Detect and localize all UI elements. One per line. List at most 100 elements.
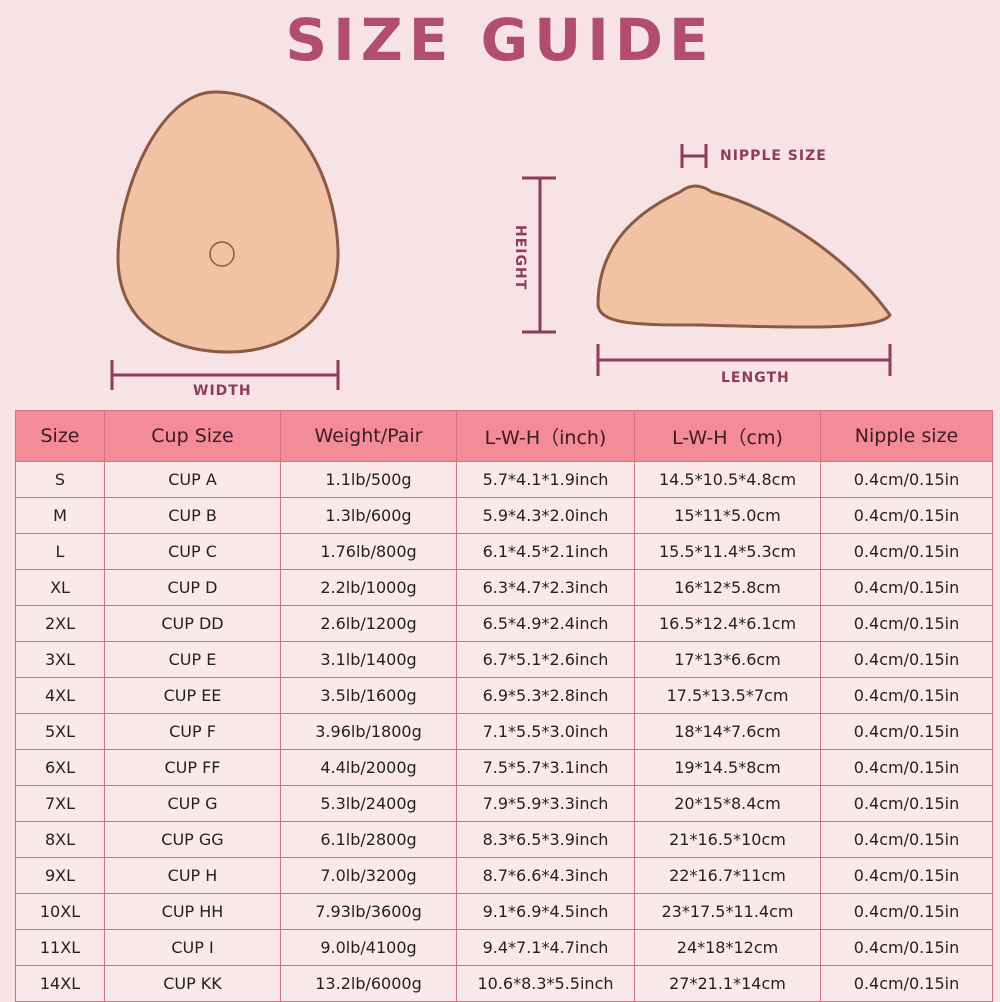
cell-cup-size: CUP DD (104, 605, 281, 642)
cell-size: XL (15, 569, 105, 606)
cell-lwh-inch: 5.7*4.1*1.9inch (456, 461, 635, 498)
size-table: Size Cup Size Weight/Pair L-W-H（inch) L-W-H（… (15, 410, 993, 1002)
cell-weight-pair: 1.3lb/600g (280, 497, 457, 534)
cell-cup-size: CUP H (104, 857, 281, 894)
cell-weight-pair: 2.6lb/1200g (280, 605, 457, 642)
cell-nipple-size: 0.4cm/0.15in (820, 605, 993, 642)
cell-weight-pair: 7.93lb/3600g (280, 893, 457, 930)
cell-size: S (15, 461, 105, 498)
cell-weight-pair: 7.0lb/3200g (280, 857, 457, 894)
table-row: 2XL CUP DD 2.6lb/1200g 6.5*4.9*2.4inch 16.5*… (15, 605, 993, 642)
cell-cup-size: CUP E (104, 641, 281, 678)
table-row: 6XL CUP FF 4.4lb/2000g 7.5*5.7*3.1inch 19*14… (15, 749, 993, 786)
cell-lwh-inch: 8.7*6.6*4.3inch (456, 857, 635, 894)
nipple-dimension (680, 144, 708, 168)
cell-nipple-size: 0.4cm/0.15in (820, 713, 993, 750)
cell-nipple-size: 0.4cm/0.15in (820, 893, 993, 930)
cell-weight-pair: 9.0lb/4100g (280, 929, 457, 966)
cell-lwh-inch: 6.5*4.9*2.4inch (456, 605, 635, 642)
cell-size: 6XL (15, 749, 105, 786)
width-label: WIDTH (193, 383, 252, 399)
cell-cup-size: CUP EE (104, 677, 281, 714)
cell-cup-size: CUP F (104, 713, 281, 750)
table-row: L CUP C 1.76lb/800g 6.1*4.5*2.1inch 15.5*11.… (15, 533, 993, 570)
cell-lwh-cm: 15.5*11.4*5.3cm (634, 533, 821, 570)
cell-size: 2XL (15, 605, 105, 642)
cell-weight-pair: 2.2lb/1000g (280, 569, 457, 606)
cell-nipple-size: 0.4cm/0.15in (820, 749, 993, 786)
diagram-svg (110, 90, 892, 390)
front-view-shape (116, 90, 340, 354)
cell-size: 7XL (15, 785, 105, 822)
page-title: SIZE GUIDE (285, 6, 715, 74)
table-row: 7XL CUP G 5.3lb/2400g 7.9*5.9*3.3inch 20*15*… (15, 785, 993, 822)
table-row: 5XL CUP F 3.96lb/1800g 7.1*5.5*3.0inch 18*14… (15, 713, 993, 750)
cell-nipple-size: 0.4cm/0.15in (820, 785, 993, 822)
cell-cup-size: CUP I (104, 929, 281, 966)
header-nipple-size: Nipple size (820, 410, 993, 462)
cell-weight-pair: 1.1lb/500g (280, 461, 457, 498)
cell-lwh-cm: 14.5*10.5*4.8cm (634, 461, 821, 498)
cell-weight-pair: 1.76lb/800g (280, 533, 457, 570)
cell-nipple-size: 0.4cm/0.15in (820, 461, 993, 498)
table-row: 11XL CUP I 9.0lb/4100g 9.4*7.1*4.7inch 24*18… (15, 929, 993, 966)
cell-nipple-size: 0.4cm/0.15in (820, 533, 993, 570)
cell-nipple-size: 0.4cm/0.15in (820, 497, 993, 534)
cell-lwh-cm: 18*14*7.6cm (634, 713, 821, 750)
nipple-circle (209, 241, 235, 267)
cell-cup-size: CUP A (104, 461, 281, 498)
cell-lwh-inch: 8.3*6.5*3.9inch (456, 821, 635, 858)
cell-nipple-size: 0.4cm/0.15in (820, 569, 993, 606)
header-cup-size: Cup Size (104, 410, 281, 462)
table-row: 4XL CUP EE 3.5lb/1600g 6.9*5.3*2.8inch 17.5*… (15, 677, 993, 714)
cell-lwh-inch: 6.1*4.5*2.1inch (456, 533, 635, 570)
header-lwh-inch: L-W-H（inch) (456, 410, 635, 462)
table-header: Size Cup Size Weight/Pair L-W-H（inch) L-W-H（… (15, 410, 993, 462)
cell-nipple-size: 0.4cm/0.15in (820, 965, 993, 1002)
cell-cup-size: CUP KK (104, 965, 281, 1002)
table-row: M CUP B 1.3lb/600g 5.9*4.3*2.0inch 15*11*5.0… (15, 497, 993, 534)
cell-lwh-cm: 20*15*8.4cm (634, 785, 821, 822)
cell-lwh-cm: 15*11*5.0cm (634, 497, 821, 534)
size-diagram: WIDTH LENGTH NIPPLE SIZE HEIGHT (0, 80, 1000, 410)
header-lwh-cm: L-W-H（cm) (634, 410, 821, 462)
cell-weight-pair: 3.96lb/1800g (280, 713, 457, 750)
cell-weight-pair: 4.4lb/2000g (280, 749, 457, 786)
cell-size: M (15, 497, 105, 534)
cell-weight-pair: 6.1lb/2800g (280, 821, 457, 858)
cell-lwh-cm: 16.5*12.4*6.1cm (634, 605, 821, 642)
cell-cup-size: CUP G (104, 785, 281, 822)
cell-lwh-cm: 16*12*5.8cm (634, 569, 821, 606)
table-row: 8XL CUP GG 6.1lb/2800g 8.3*6.5*3.9inch 21*16… (15, 821, 993, 858)
side-view-shape (596, 184, 892, 329)
cell-nipple-size: 0.4cm/0.15in (820, 641, 993, 678)
cell-lwh-inch: 9.4*7.1*4.7inch (456, 929, 635, 966)
cell-weight-pair: 5.3lb/2400g (280, 785, 457, 822)
cell-lwh-cm: 23*17.5*11.4cm (634, 893, 821, 930)
header-weight-pair: Weight/Pair (280, 410, 457, 462)
cell-cup-size: CUP HH (104, 893, 281, 930)
table-row: 9XL CUP H 7.0lb/3200g 8.7*6.6*4.3inch 22*16.… (15, 857, 993, 894)
header-row: Size Cup Size Weight/Pair L-W-H（inch) L-W-H（… (15, 410, 993, 462)
cell-cup-size: CUP B (104, 497, 281, 534)
cell-size: 4XL (15, 677, 105, 714)
cell-size: 9XL (15, 857, 105, 894)
cell-cup-size: CUP FF (104, 749, 281, 786)
cell-lwh-inch: 10.6*8.3*5.5inch (456, 965, 635, 1002)
width-dimension (110, 360, 340, 390)
cell-lwh-inch: 6.7*5.1*2.6inch (456, 641, 635, 678)
header-size: Size (15, 410, 105, 462)
cell-size: L (15, 533, 105, 570)
cell-weight-pair: 3.5lb/1600g (280, 677, 457, 714)
table-row: S CUP A 1.1lb/500g 5.7*4.1*1.9inch 14.5*10.5… (15, 461, 993, 498)
cell-lwh-cm: 17*13*6.6cm (634, 641, 821, 678)
length-dimension (596, 344, 892, 376)
table-row: XL CUP D 2.2lb/1000g 6.3*4.7*2.3inch 16*12*5… (15, 569, 993, 606)
cell-lwh-inch: 6.9*5.3*2.8inch (456, 677, 635, 714)
cell-weight-pair: 3.1lb/1400g (280, 641, 457, 678)
cell-lwh-cm: 27*21.1*14cm (634, 965, 821, 1002)
height-dimension (522, 176, 556, 334)
cell-cup-size: CUP GG (104, 821, 281, 858)
cell-lwh-cm: 21*16.5*10cm (634, 821, 821, 858)
cell-nipple-size: 0.4cm/0.15in (820, 857, 993, 894)
